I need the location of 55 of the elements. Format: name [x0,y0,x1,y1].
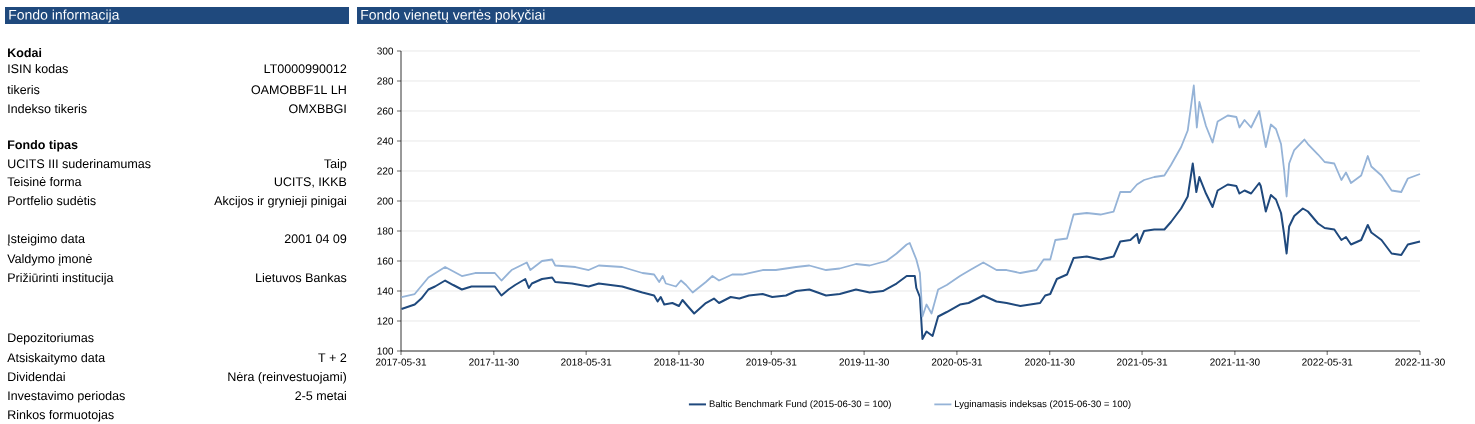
text: 2-5 metai [295,390,346,401]
x-tick-label: 2017-11-30 [469,358,519,366]
text: Įsteigimo data [7,233,85,246]
text: Rinkos formuotojas [8,409,114,422]
y-tick-label: 180 [377,227,394,235]
text: OAMOBBF1L LH [251,85,346,95]
x-tick-label: 2020-11-30 [1025,358,1075,366]
text: T + 2 [318,353,347,362]
text: Valdymo įmonė [7,253,92,266]
y-tick-label: 260 [377,107,394,115]
y-tick-label: 220 [377,167,394,175]
text: Kodai [8,47,42,58]
x-tick-label: 2020-05-31 [931,358,983,366]
text: Depozitoriumas [8,332,94,345]
text: UCITS, IKKB [274,177,347,188]
text: Fondo tipas [8,139,78,152]
x-tick-label: 2017-05-31 [375,358,427,366]
text: UCITS III suderinamumas [8,158,151,169]
legend-label: Baltic Benchmark Fund (2015-06-30 = 100) [709,400,891,410]
text: Dividendai [8,371,65,382]
x-tick-label: 2018-05-31 [561,358,612,366]
text: Nėra (reinvestuojami) [228,371,346,384]
x-tick-label: 2022-11-30 [1395,358,1445,366]
x-tick-label: 2021-05-31 [1116,358,1168,366]
line-series [400,84,1421,318]
y-tick-label: 300 [377,47,394,55]
text: Akcijos ir grynieji pinigai [214,195,346,208]
text: Investavimo periodas [8,390,125,403]
text: ISIN kodas [8,63,68,74]
x-tick-label: 2018-11-30 [654,358,704,366]
y-tick-label: 140 [377,287,394,295]
y-tick-label: 280 [377,77,394,85]
y-tick-label: 160 [377,257,394,265]
text: OMXBBGI [289,104,346,114]
x-tick-label: 2019-05-31 [746,358,797,366]
text: tikeris [7,84,40,95]
x-tick-label: 2022-05-31 [1302,358,1353,366]
text: 2001 04 09 [284,234,347,244]
y-tick-label: 100 [377,347,394,355]
text: Portfelio sudėtis [8,195,96,206]
chart-title: Fondo vienetų vertės pokyčiai [361,9,545,23]
text: Indekso tikeris [8,103,87,114]
y-tick-label: 120 [377,317,394,325]
x-tick-label: 2021-11-30 [1210,358,1260,366]
text: Taip [324,158,347,171]
text: LT0000990012 [264,64,347,74]
text: Atsiskaitymo data [7,352,106,365]
text: Lietuvos Bankas [256,272,347,283]
y-tick-label: 240 [377,137,394,145]
y-tick-label: 200 [377,197,394,205]
x-tick-label: 2019-11-30 [839,358,889,366]
text: Teisinė forma [7,176,82,187]
text: Fondo informacija [9,9,120,23]
text: Prižiūrinti institucija [8,272,114,285]
legend-label: Lyginamasis indeksas (2015-06-30 = 100) [955,400,1131,410]
